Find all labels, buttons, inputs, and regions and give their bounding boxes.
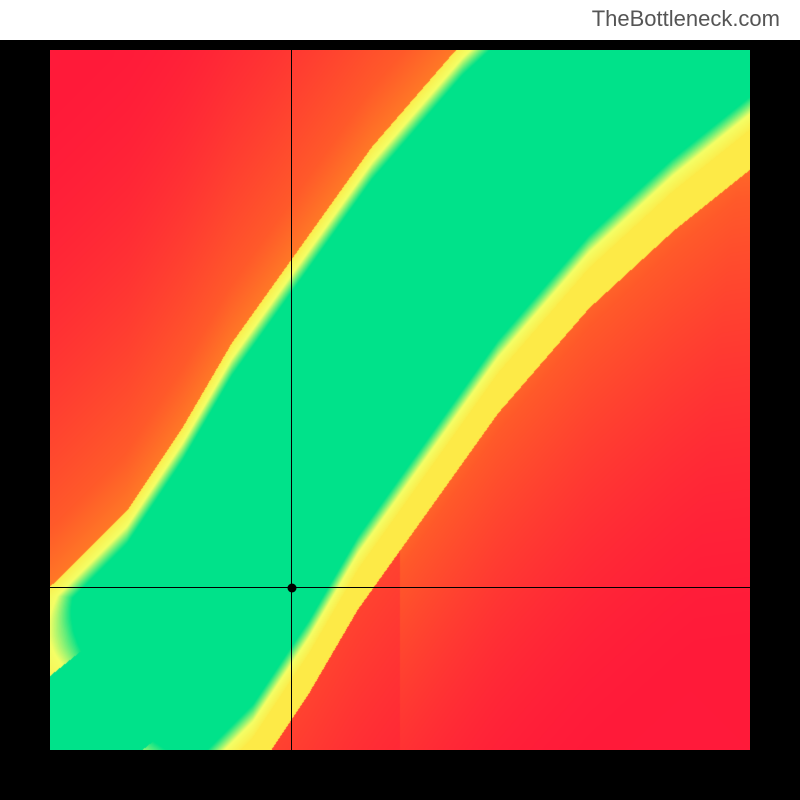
crosshair-vertical [291,50,292,750]
plot-area [50,50,750,750]
watermark-text: TheBottleneck.com [592,6,780,32]
crosshair-marker-dot [287,583,296,592]
crosshair-horizontal [50,587,750,588]
heatmap-canvas [50,50,750,750]
outer-frame [0,40,800,800]
